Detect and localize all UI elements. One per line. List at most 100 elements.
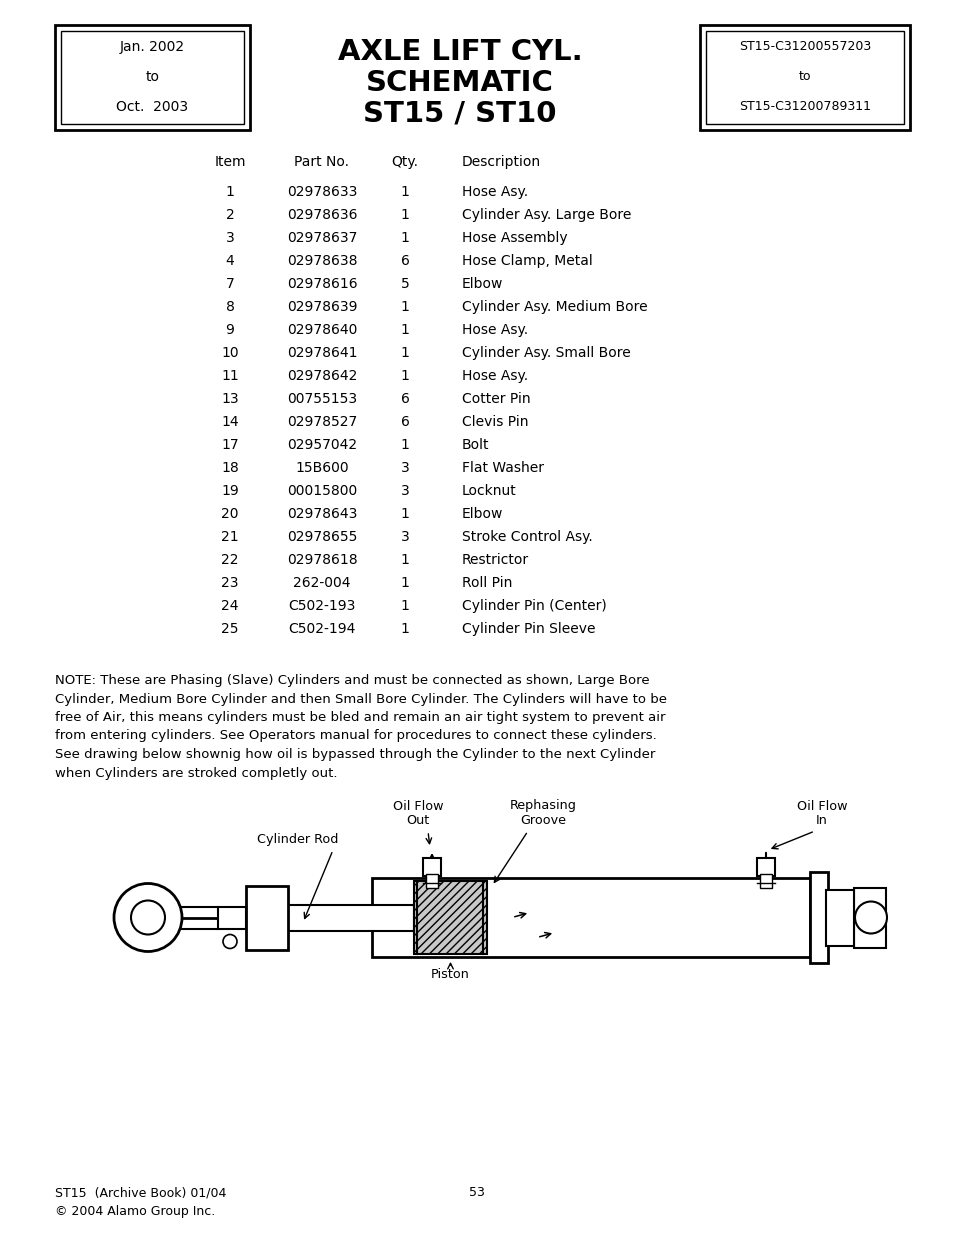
Text: to: to bbox=[798, 70, 810, 84]
Text: In: In bbox=[815, 815, 827, 827]
Text: 02978527: 02978527 bbox=[287, 415, 356, 429]
Bar bbox=[372, 878, 809, 957]
Text: AXLE LIFT CYL.: AXLE LIFT CYL. bbox=[337, 38, 581, 65]
Text: Hose Assembly: Hose Assembly bbox=[461, 231, 567, 245]
Text: Cylinder Pin (Center): Cylinder Pin (Center) bbox=[461, 599, 606, 613]
Text: 24: 24 bbox=[221, 599, 238, 613]
Text: 4: 4 bbox=[226, 254, 234, 268]
Bar bbox=[218, 906, 246, 929]
Text: Hose Asy.: Hose Asy. bbox=[461, 324, 528, 337]
Text: Cylinder Asy. Small Bore: Cylinder Asy. Small Bore bbox=[461, 346, 630, 359]
Text: Groove: Groove bbox=[519, 815, 565, 827]
Text: Cylinder Asy. Medium Bore: Cylinder Asy. Medium Bore bbox=[461, 300, 647, 314]
Text: C502-194: C502-194 bbox=[288, 622, 355, 636]
Text: 02978633: 02978633 bbox=[287, 185, 356, 199]
Text: Jan. 2002: Jan. 2002 bbox=[120, 40, 185, 54]
Text: Elbow: Elbow bbox=[461, 508, 503, 521]
Text: Locknut: Locknut bbox=[461, 484, 517, 498]
Text: 1: 1 bbox=[400, 207, 409, 222]
Text: 02978638: 02978638 bbox=[287, 254, 356, 268]
Text: 262-004: 262-004 bbox=[293, 576, 351, 590]
Circle shape bbox=[223, 935, 236, 948]
Text: Oil Flow: Oil Flow bbox=[393, 799, 443, 813]
Text: Hose Clamp, Metal: Hose Clamp, Metal bbox=[461, 254, 592, 268]
Text: 18: 18 bbox=[221, 461, 238, 475]
Bar bbox=[61, 31, 244, 124]
Text: 1: 1 bbox=[400, 508, 409, 521]
Bar bbox=[422, 858, 440, 876]
Text: © 2004 Alamo Group Inc.: © 2004 Alamo Group Inc. bbox=[55, 1205, 215, 1219]
Text: Hose Asy.: Hose Asy. bbox=[461, 369, 528, 383]
Text: 1: 1 bbox=[400, 576, 409, 590]
Bar bbox=[246, 885, 288, 950]
Text: 00015800: 00015800 bbox=[287, 484, 356, 498]
Text: 22: 22 bbox=[221, 553, 238, 567]
Text: 02978636: 02978636 bbox=[287, 207, 356, 222]
Text: 7: 7 bbox=[226, 277, 234, 291]
Text: Part No.: Part No. bbox=[294, 156, 349, 169]
Text: 1: 1 bbox=[400, 369, 409, 383]
Text: Cylinder Asy. Large Bore: Cylinder Asy. Large Bore bbox=[461, 207, 631, 222]
Text: 3: 3 bbox=[400, 484, 409, 498]
Text: 02978639: 02978639 bbox=[287, 300, 356, 314]
Bar bbox=[55, 25, 250, 130]
Text: 19: 19 bbox=[221, 484, 238, 498]
Text: ST15  (Archive Book) 01/04: ST15 (Archive Book) 01/04 bbox=[55, 1187, 226, 1199]
Text: 02978618: 02978618 bbox=[287, 553, 357, 567]
Text: 15B600: 15B600 bbox=[294, 461, 349, 475]
Bar bbox=[757, 858, 774, 876]
Text: Stroke Control Asy.: Stroke Control Asy. bbox=[461, 530, 592, 543]
Text: Roll Pin: Roll Pin bbox=[461, 576, 512, 590]
Text: 02978616: 02978616 bbox=[287, 277, 357, 291]
Text: 3: 3 bbox=[226, 231, 234, 245]
Text: 13: 13 bbox=[221, 391, 238, 406]
Circle shape bbox=[113, 883, 182, 951]
Text: 8: 8 bbox=[225, 300, 234, 314]
Text: 02978641: 02978641 bbox=[287, 346, 356, 359]
Text: 02978642: 02978642 bbox=[287, 369, 356, 383]
Bar bbox=[825, 889, 853, 946]
Text: Piston: Piston bbox=[431, 967, 470, 981]
Text: Item: Item bbox=[214, 156, 246, 169]
Text: 10: 10 bbox=[221, 346, 238, 359]
Text: Qty.: Qty. bbox=[391, 156, 418, 169]
Text: Clevis Pin: Clevis Pin bbox=[461, 415, 528, 429]
Circle shape bbox=[131, 900, 165, 935]
Text: Out: Out bbox=[406, 815, 429, 827]
Text: 02957042: 02957042 bbox=[287, 438, 356, 452]
Text: 21: 21 bbox=[221, 530, 238, 543]
Bar bbox=[760, 874, 771, 888]
Text: 6: 6 bbox=[400, 391, 409, 406]
Text: 1: 1 bbox=[400, 346, 409, 359]
Text: 1: 1 bbox=[400, 185, 409, 199]
Text: 9: 9 bbox=[225, 324, 234, 337]
Text: 3: 3 bbox=[400, 530, 409, 543]
Text: Flat Washer: Flat Washer bbox=[461, 461, 543, 475]
Text: Rephasing: Rephasing bbox=[509, 799, 576, 813]
Text: 1: 1 bbox=[400, 622, 409, 636]
Text: 1: 1 bbox=[400, 324, 409, 337]
Bar bbox=[705, 31, 903, 124]
Text: 1: 1 bbox=[400, 231, 409, 245]
Text: Cylinder Pin Sleeve: Cylinder Pin Sleeve bbox=[461, 622, 595, 636]
Text: C502-193: C502-193 bbox=[288, 599, 355, 613]
Text: 1: 1 bbox=[400, 599, 409, 613]
Text: Hose Asy.: Hose Asy. bbox=[461, 185, 528, 199]
Text: 1: 1 bbox=[225, 185, 234, 199]
Text: 23: 23 bbox=[221, 576, 238, 590]
Circle shape bbox=[854, 902, 886, 934]
Text: NOTE: These are Phasing (Slave) Cylinders and must be connected as shown, Large : NOTE: These are Phasing (Slave) Cylinder… bbox=[55, 674, 666, 779]
Text: 17: 17 bbox=[221, 438, 238, 452]
Text: 14: 14 bbox=[221, 415, 238, 429]
Text: 1: 1 bbox=[400, 438, 409, 452]
Text: 53: 53 bbox=[469, 1187, 484, 1199]
Bar bbox=[414, 881, 486, 953]
Text: Restrictor: Restrictor bbox=[461, 553, 529, 567]
Text: 20: 20 bbox=[221, 508, 238, 521]
Bar bbox=[414, 881, 486, 953]
Text: 11: 11 bbox=[221, 369, 238, 383]
Bar bbox=[248, 904, 414, 930]
Text: 6: 6 bbox=[400, 415, 409, 429]
Text: 25: 25 bbox=[221, 622, 238, 636]
Text: Cotter Pin: Cotter Pin bbox=[461, 391, 530, 406]
